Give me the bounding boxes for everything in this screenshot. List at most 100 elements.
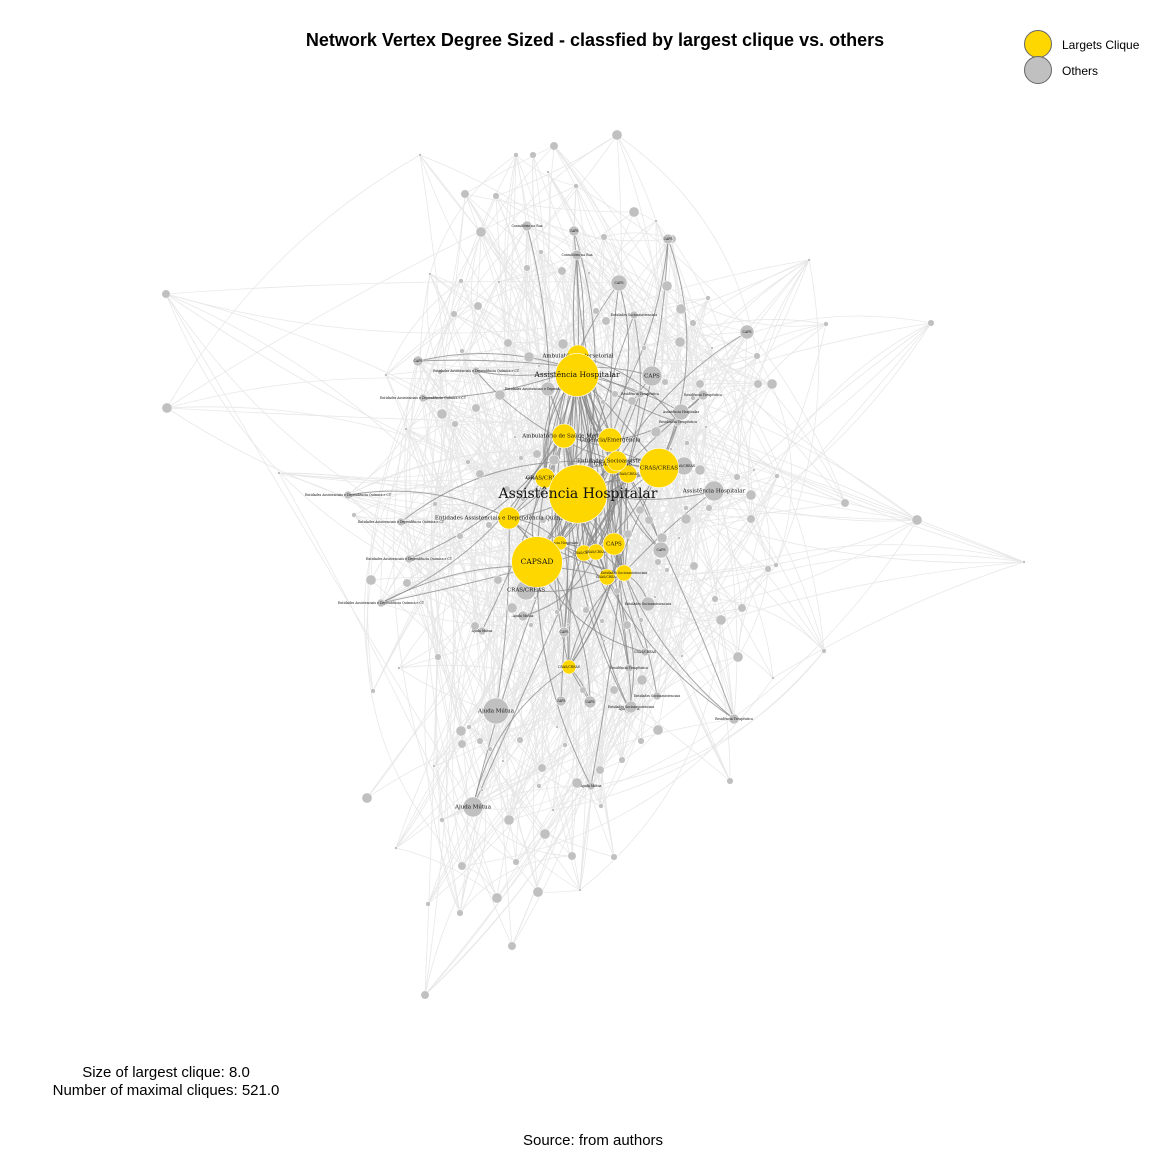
network-edge [453,524,490,791]
network-edge [576,254,918,521]
node-circle [561,659,577,675]
network-edge [616,323,827,462]
network-edge [395,579,499,849]
node-circle [404,554,414,564]
network-edge [666,285,827,327]
network-edge [679,341,778,477]
network-edge [165,281,620,295]
network-node-other: CAPS [558,626,570,638]
network-edge [522,254,578,500]
network-edge [480,231,657,433]
node-circle [548,464,608,524]
network-edge [474,625,558,728]
network-edge [526,225,551,479]
network-node-minor [746,514,756,524]
node-label: Entidades Socioassistenciais [611,313,658,317]
network-node-minor [589,424,593,428]
network-edge [475,370,508,490]
network-edge [737,469,770,658]
network-node-minor [661,280,673,292]
network-edge [639,509,731,782]
network-node-minor [694,464,706,476]
network-node-minor [773,562,779,568]
network-edge [498,270,563,283]
node-circle [662,233,674,245]
network-node-minor [774,473,780,479]
network-edge [508,519,918,821]
network-edge [353,441,688,516]
network-node-minor [578,888,582,892]
node-circle [638,447,679,488]
node-label: Entidades Socioassistenciais [577,459,657,465]
network-edge [737,475,778,658]
network-node-minor [161,289,171,299]
network-node-other: CAPS [652,541,670,559]
network-node-minor [418,153,422,157]
network-node-minor [737,603,747,613]
network-edge [750,322,932,520]
network-edge [461,225,528,352]
network-edge [508,624,628,821]
network-node-other: UAPS [568,225,580,237]
network-edge [347,371,441,496]
network-node-minor [513,152,519,158]
network-node-minor [601,316,611,326]
node-circle [728,713,740,725]
node-circle [418,393,428,403]
network-node-minor [277,471,281,475]
node-label: CRAS/CREAS [634,650,656,654]
network-node-minor [644,515,654,525]
network-edge [599,667,630,771]
node-label: CAPS [614,281,623,285]
network-node-minor [536,783,542,789]
network-node-minor [637,737,645,745]
network-edge [406,582,524,618]
node-circle [602,532,626,556]
network-edge [468,561,1025,728]
network-node-minor [437,369,443,375]
network-node-minor [710,346,714,350]
network-node-minor [365,574,377,586]
network-edge [508,493,579,821]
network-edge [461,743,539,893]
node-label: Assistência Hospitalar [541,541,579,545]
node-label: Consultório na Rua [561,253,592,257]
node-label: CRAS/CREAS [585,550,607,554]
network-node-other: Entidades Assistenciais e Dependência Qu… [338,598,425,608]
network-node-minor [674,336,686,348]
node-label: Entidades Socioassistenciais [608,705,655,709]
node-circle [641,365,663,387]
node-label: CRAS/CREAS [507,588,545,594]
network-edge [395,847,498,899]
network-node-other: Ajuda Mútua [512,610,534,622]
network-edge [452,498,524,867]
network-edge [278,472,695,567]
network-edge [616,134,758,357]
network-edge [659,259,810,469]
network-node-minor [487,746,493,752]
network-edge [366,579,463,867]
network-edge [439,371,490,526]
network-node-minor [537,763,547,773]
network-edge [583,314,641,554]
network-node-minor [840,498,850,508]
network-edge [772,561,1025,679]
network-node-minor [456,909,464,917]
node-label: CAPS [656,548,665,552]
network-node-minor [516,736,524,744]
network-node-minor [428,272,432,276]
network-node-minor [664,567,670,573]
network-node-other: Ajuda Mútua [477,697,515,725]
maximal-cliques-count: Number of maximal cliques: 521.0 [52,1082,280,1099]
network-node-minor [600,233,608,241]
network-edge [461,679,643,867]
network-node-minor [436,408,448,420]
network-node-minor [523,351,535,363]
network-node-clique: CRAS/CREAS [596,568,618,586]
network-node-other: Entidades Assistenciais e Dependência Qu… [358,517,445,527]
network-edge [599,729,659,771]
network-edge [661,297,709,539]
network-node-minor [654,219,658,223]
network-node-minor [529,151,537,159]
network-edge [278,472,513,947]
